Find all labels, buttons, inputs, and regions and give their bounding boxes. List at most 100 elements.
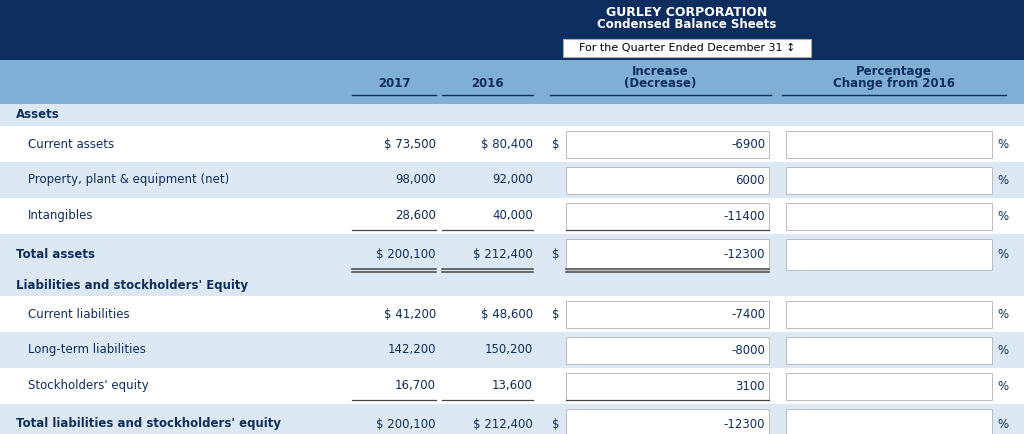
Text: For the Quarter Ended December 31 ↕: For the Quarter Ended December 31 ↕ — [579, 43, 796, 53]
Bar — [566, 131, 769, 158]
Text: Current liabilities: Current liabilities — [28, 308, 130, 320]
Bar — [566, 239, 769, 270]
Text: $ 200,100: $ 200,100 — [377, 418, 436, 431]
Text: %: % — [997, 418, 1008, 431]
Bar — [0, 368, 1024, 404]
Text: %: % — [997, 138, 1008, 151]
Text: $: $ — [552, 418, 560, 431]
Text: (Decrease): (Decrease) — [625, 77, 696, 90]
Bar — [0, 126, 1024, 162]
Bar — [786, 409, 992, 434]
Bar — [786, 131, 992, 158]
Bar — [786, 301, 992, 328]
Text: %: % — [997, 174, 1008, 187]
Bar — [566, 131, 769, 158]
Text: -11400: -11400 — [723, 210, 765, 223]
Bar — [786, 373, 992, 400]
Text: 3100: 3100 — [735, 379, 765, 392]
Text: %: % — [997, 343, 1008, 356]
Text: Increase: Increase — [632, 65, 689, 78]
Bar — [786, 373, 992, 400]
Bar — [566, 203, 769, 230]
Text: -12300: -12300 — [724, 418, 765, 431]
Text: $: $ — [552, 138, 560, 151]
Bar — [563, 39, 811, 57]
Bar — [566, 203, 769, 230]
Text: $ 200,100: $ 200,100 — [377, 247, 436, 260]
Text: $ 41,200: $ 41,200 — [384, 308, 436, 320]
Text: 16,700: 16,700 — [395, 379, 436, 392]
Text: Condensed Balance Sheets: Condensed Balance Sheets — [597, 17, 776, 30]
Bar — [786, 239, 992, 270]
Text: %: % — [997, 210, 1008, 223]
Bar — [786, 131, 992, 158]
Bar — [566, 409, 769, 434]
Text: Property, plant & equipment (net): Property, plant & equipment (net) — [28, 174, 229, 187]
Bar — [786, 167, 992, 194]
Text: Current assets: Current assets — [28, 138, 114, 151]
Bar — [0, 332, 1024, 368]
Text: $: $ — [552, 247, 560, 260]
Text: Liabilities and stockholders' Equity: Liabilities and stockholders' Equity — [16, 279, 248, 292]
Text: $ 212,400: $ 212,400 — [473, 247, 534, 260]
Text: 150,200: 150,200 — [484, 343, 534, 356]
Bar — [786, 203, 992, 230]
Text: 92,000: 92,000 — [493, 174, 534, 187]
Bar — [786, 301, 992, 328]
Bar — [566, 409, 769, 434]
Text: Change from 2016: Change from 2016 — [833, 77, 955, 90]
Text: Long-term liabilities: Long-term liabilities — [28, 343, 145, 356]
Bar — [786, 239, 992, 270]
Text: 28,600: 28,600 — [395, 210, 436, 223]
Bar — [0, 104, 1024, 126]
Bar — [786, 337, 992, 364]
Text: $ 80,400: $ 80,400 — [481, 138, 534, 151]
Text: Percentage: Percentage — [856, 65, 932, 78]
Text: Assets: Assets — [16, 108, 59, 122]
Text: %: % — [997, 308, 1008, 320]
Bar — [0, 404, 1024, 434]
Text: -7400: -7400 — [731, 308, 765, 320]
Text: Intangibles: Intangibles — [28, 210, 93, 223]
Bar — [566, 373, 769, 400]
Text: 6000: 6000 — [735, 174, 765, 187]
Bar — [0, 198, 1024, 234]
Text: -6900: -6900 — [731, 138, 765, 151]
Bar — [786, 203, 992, 230]
Text: $ 73,500: $ 73,500 — [384, 138, 436, 151]
Bar — [566, 337, 769, 364]
Bar — [566, 373, 769, 400]
Text: Total liabilities and stockholders' equity: Total liabilities and stockholders' equi… — [16, 418, 281, 431]
Text: -8000: -8000 — [731, 343, 765, 356]
Text: $ 212,400: $ 212,400 — [473, 418, 534, 431]
Text: Total assets: Total assets — [16, 247, 95, 260]
Text: %: % — [997, 379, 1008, 392]
Text: 98,000: 98,000 — [395, 174, 436, 187]
Bar — [566, 337, 769, 364]
Text: %: % — [997, 247, 1008, 260]
Bar — [566, 239, 769, 270]
Text: Stockholders' equity: Stockholders' equity — [28, 379, 148, 392]
Bar — [0, 60, 1024, 104]
Bar — [566, 167, 769, 194]
Bar — [566, 301, 769, 328]
Text: -12300: -12300 — [724, 247, 765, 260]
Bar — [566, 301, 769, 328]
Text: 2017: 2017 — [378, 77, 411, 90]
Text: $ 48,600: $ 48,600 — [481, 308, 534, 320]
Text: 2016: 2016 — [471, 77, 504, 90]
Bar — [563, 39, 811, 57]
Bar — [0, 162, 1024, 198]
Text: 142,200: 142,200 — [387, 343, 436, 356]
Bar — [0, 234, 1024, 274]
Bar — [786, 167, 992, 194]
Bar — [566, 167, 769, 194]
Bar — [0, 274, 1024, 296]
Text: 13,600: 13,600 — [493, 379, 534, 392]
Text: 40,000: 40,000 — [493, 210, 534, 223]
Bar — [0, 0, 1024, 60]
Text: GURLEY CORPORATION: GURLEY CORPORATION — [606, 6, 768, 19]
Text: $: $ — [552, 308, 560, 320]
Bar — [786, 409, 992, 434]
Bar — [786, 337, 992, 364]
